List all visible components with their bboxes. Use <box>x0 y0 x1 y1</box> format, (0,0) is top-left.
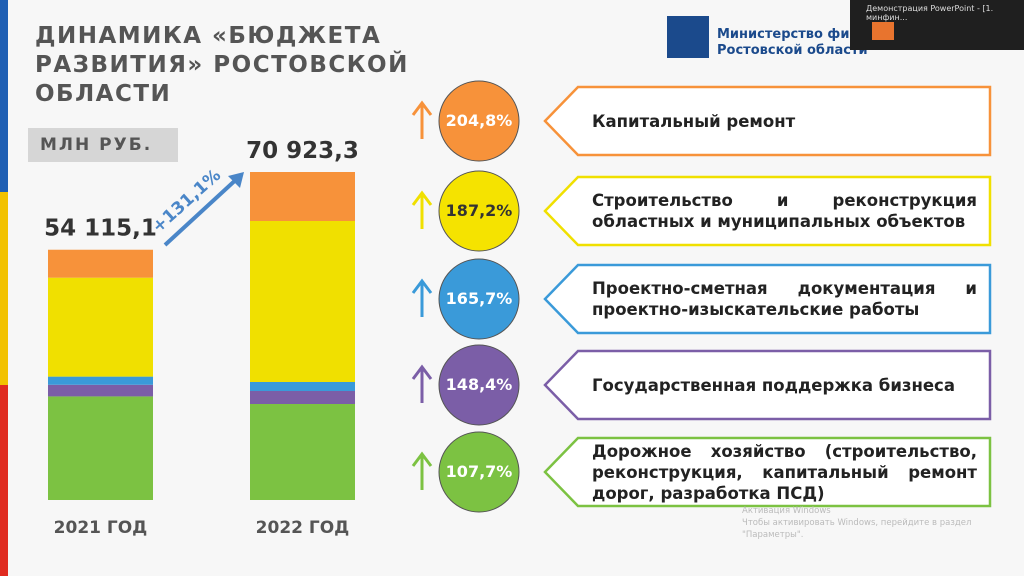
bar-segment <box>250 381 355 391</box>
change-circle <box>438 431 520 513</box>
growth-arrow <box>163 174 242 247</box>
bar-segment <box>48 277 153 377</box>
stripe <box>0 385 8 576</box>
bar-segment <box>48 249 153 278</box>
logo-emblem <box>667 16 709 58</box>
category-text: Дорожное хозяйство (строительство, рекон… <box>592 441 977 503</box>
stripe <box>0 0 8 192</box>
up-arrow-head <box>411 451 433 467</box>
category-text: Государственная поддержка бизнеса <box>592 375 955 395</box>
change-circle <box>438 170 520 252</box>
growth-arrow-head <box>228 172 244 188</box>
bar-segment <box>48 384 153 397</box>
watermark-text: Чтобы активировать Windows, перейдите в … <box>742 518 972 540</box>
change-label: 187,2% <box>445 201 513 220</box>
change-circle <box>438 258 520 340</box>
watermark: Активация Windows Чтобы активировать Wind… <box>742 505 1024 541</box>
change-label: 204,8% <box>445 111 513 130</box>
watermark-title: Активация Windows <box>742 506 831 516</box>
total-label: 54 115,1 <box>44 216 157 242</box>
up-arrow-head <box>411 100 433 116</box>
change-circle <box>438 344 520 426</box>
category-box <box>543 263 992 335</box>
x-tick-label: 2022 ГОД <box>256 518 350 538</box>
bar-segment <box>250 390 355 404</box>
change-label: 165,7% <box>445 289 513 308</box>
total-label: 70 923,3 <box>246 138 359 164</box>
stripe <box>0 192 8 385</box>
category-box <box>543 349 992 421</box>
category-text: Капитальный ремонт <box>592 111 796 131</box>
title: ДИНАМИКА «БЮДЖЕТА РАЗВИТИЯ» РОСТОВСКОЙ О… <box>35 23 409 107</box>
bar-segment <box>250 403 355 500</box>
up-arrow-head <box>411 364 433 380</box>
change-circle <box>438 80 520 162</box>
unit: МЛН РУБ. <box>28 128 178 162</box>
bar-segment <box>48 396 153 500</box>
taskbar-title: Демонстрация PowerPoint - [1. минфин... <box>866 4 994 22</box>
category-text: Строительство и реконструкция областных … <box>592 191 977 231</box>
category-box <box>543 175 992 247</box>
category-box <box>543 85 992 157</box>
button[interactable] <box>872 22 894 40</box>
up-arrow-head <box>411 190 433 206</box>
bar-segment <box>48 376 153 385</box>
logo-line: Ростовской области <box>717 43 868 58</box>
bar-segment <box>250 172 355 221</box>
change-label: 107,7% <box>445 462 513 481</box>
logo: Министерство фина Ростовской области <box>717 27 868 59</box>
change-label: 148,4% <box>445 375 513 394</box>
up-arrow-head <box>411 278 433 294</box>
taskbar: Демонстрация PowerPoint - [1. минфин... <box>850 0 1024 50</box>
category-box <box>543 436 992 508</box>
x-tick-label: 2021 ГОД <box>54 518 148 538</box>
logo-line: Министерство фина <box>717 27 868 42</box>
bar-segment <box>250 220 355 382</box>
category-text: Проектно-сметная документация и проектно… <box>592 279 977 319</box>
